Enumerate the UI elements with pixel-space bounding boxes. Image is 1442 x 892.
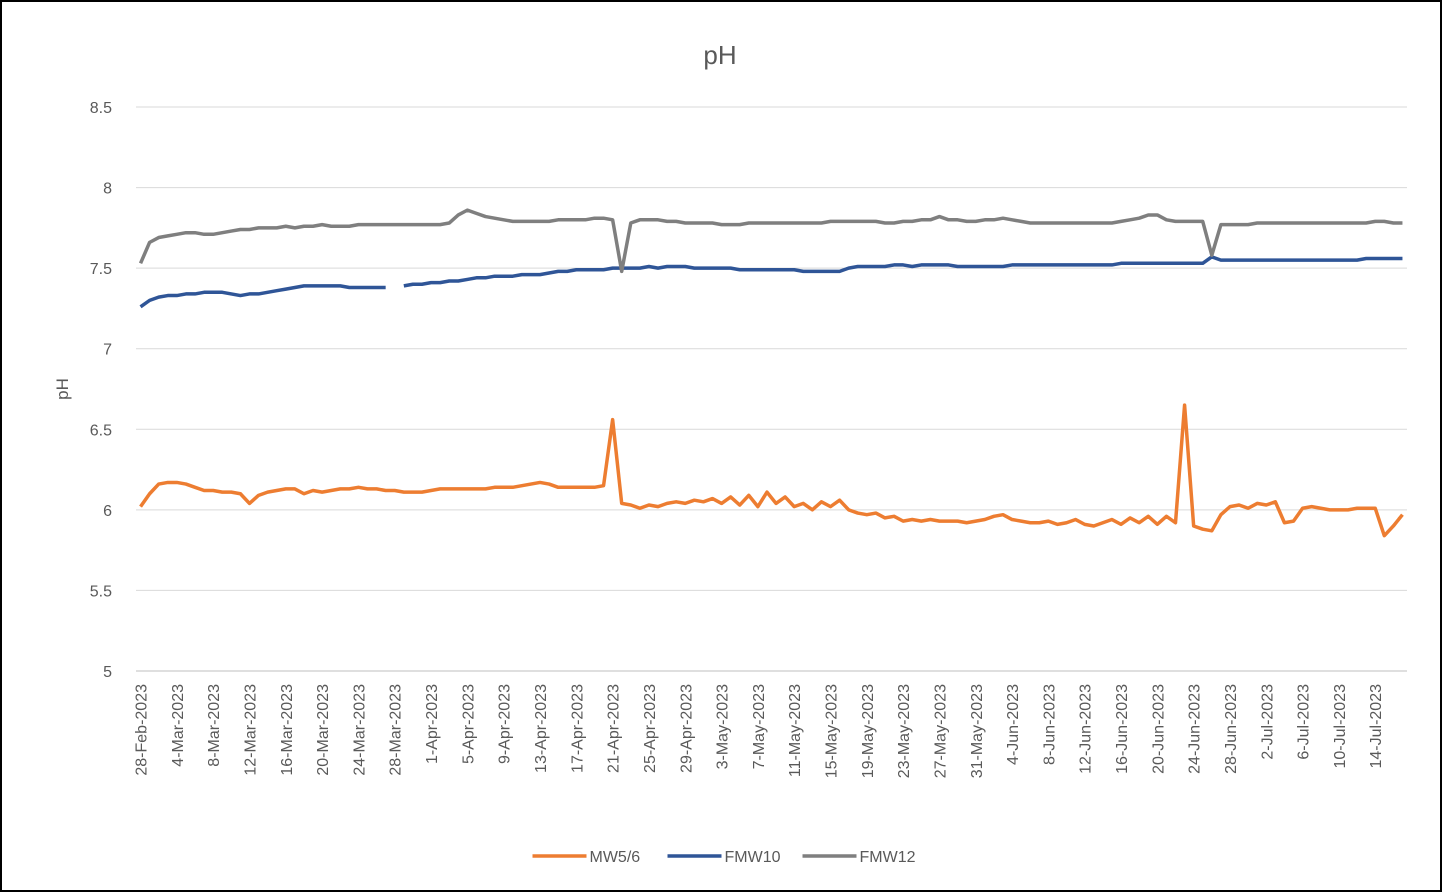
y-tick-label: 5.5 [90, 583, 112, 600]
legend-label: MW5/6 [590, 849, 641, 866]
x-tick-label: 14-Jul-2023 [1368, 684, 1385, 769]
y-tick-label: 7.5 [90, 261, 112, 278]
x-tick-label: 12-Mar-2023 [242, 684, 259, 776]
x-tick-label: 8-Mar-2023 [206, 684, 223, 767]
y-tick-label: 8 [103, 181, 112, 198]
series-line [138, 208, 1403, 274]
legend-label: FMW12 [860, 849, 916, 866]
chart-title: pH [703, 40, 736, 70]
x-tick-label: 3-May-2023 [715, 684, 732, 769]
x-tick-label: 16-Jun-2023 [1114, 684, 1131, 774]
x-tick-label: 17-Apr-2023 [569, 684, 586, 773]
x-tick-label: 10-Jul-2023 [1332, 684, 1349, 769]
legend-item: FMW10 [667, 849, 781, 866]
x-tick-label: 4-Jun-2023 [1005, 684, 1022, 765]
x-tick-label: 21-Apr-2023 [606, 684, 623, 773]
x-tick-label: 27-May-2023 [932, 684, 949, 778]
series-line [403, 255, 1403, 288]
x-tick-label: 28-Feb-2023 [134, 684, 151, 776]
y-tick-label: 6.5 [90, 422, 112, 439]
x-tick-label: 4-Mar-2023 [170, 684, 187, 767]
x-tick-label: 6-Jul-2023 [1296, 684, 1313, 760]
x-tick-label: 8-Jun-2023 [1041, 684, 1058, 765]
y-tick-label: 7 [103, 342, 112, 359]
x-tick-label: 20-Mar-2023 [315, 684, 332, 776]
x-tick-label: 11-May-2023 [787, 684, 804, 777]
x-tick-label: 23-May-2023 [896, 684, 913, 778]
x-tick-label: 16-Mar-2023 [279, 684, 296, 776]
x-tick-label: 9-Apr-2023 [497, 684, 514, 764]
x-tick-label: 31-May-2023 [969, 684, 986, 778]
x-tick-label: 5-Apr-2023 [460, 684, 477, 764]
x-tick-label: 29-Apr-2023 [678, 684, 695, 773]
y-tick-label: 6 [103, 503, 112, 520]
legend-item: FMW12 [802, 849, 916, 866]
x-tick-label: 1-Apr-2023 [424, 684, 441, 764]
x-tick-label: 7-May-2023 [751, 684, 768, 769]
x-tick-label: 28-Mar-2023 [388, 684, 405, 776]
x-tick-label: 13-Apr-2023 [533, 684, 550, 773]
legend-label: FMW10 [725, 849, 781, 866]
legend-item: MW5/6 [532, 849, 641, 866]
series-line [139, 284, 386, 309]
y-axis-label: pH [53, 378, 72, 400]
x-tick-label: 12-Jun-2023 [1078, 684, 1095, 774]
y-tick-label: 8.5 [90, 100, 112, 117]
y-tick-label: 5 [103, 664, 112, 681]
x-tick-label: 28-Jun-2023 [1223, 684, 1240, 774]
x-tick-label: 19-May-2023 [860, 684, 877, 778]
x-tick-label: 25-Apr-2023 [642, 684, 659, 773]
x-tick-label: 2-Jul-2023 [1259, 684, 1276, 760]
x-tick-label: 24-Mar-2023 [351, 684, 368, 776]
series-line [139, 403, 1404, 538]
x-tick-label: 20-Jun-2023 [1150, 684, 1167, 774]
x-tick-label: 15-May-2023 [824, 684, 841, 778]
x-tick-label: 24-Jun-2023 [1187, 684, 1204, 774]
